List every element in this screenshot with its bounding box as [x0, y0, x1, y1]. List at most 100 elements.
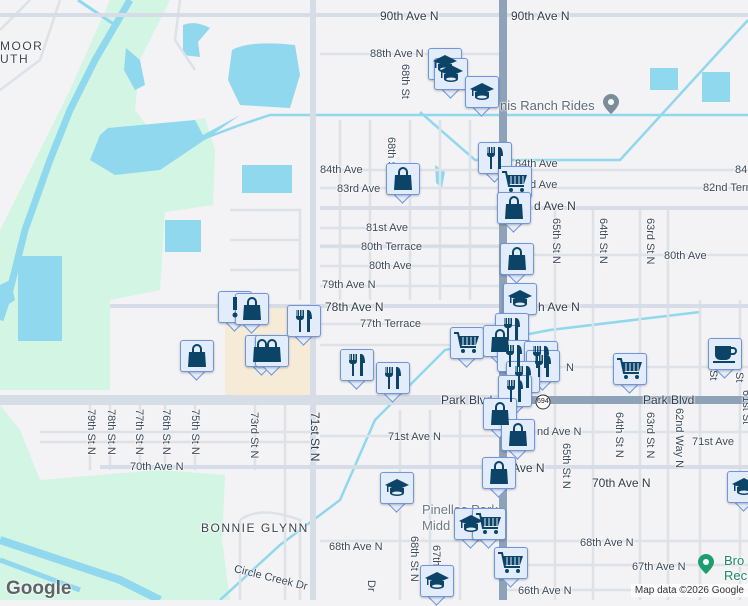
shopping-bag-icon [500, 243, 534, 275]
street-label: 71st Ave [692, 436, 734, 448]
poi-label[interactable]: Rec [724, 568, 748, 583]
coffee-icon [708, 338, 742, 370]
shopping-cart-icon [613, 353, 647, 385]
shopping-bag-icon [235, 293, 269, 325]
shopping-bag-icon [501, 419, 535, 451]
street-label: 82nd Terra [703, 182, 748, 194]
street-label: 84 [735, 164, 748, 176]
street-label: 67th Ave N [632, 561, 686, 573]
street-label: 66th Ave N [518, 585, 572, 597]
street-label: 88th Ave N [370, 48, 424, 60]
map-marker-school[interactable] [434, 58, 468, 99]
street-label: Park Blvd [643, 393, 695, 407]
school-icon [503, 283, 537, 315]
map-attribution[interactable]: Map data ©2026 Google [630, 584, 748, 597]
map-marker-shopping-cart[interactable] [613, 353, 647, 394]
street-label: 64th St N [597, 218, 609, 264]
street-label: d Ave [530, 179, 558, 191]
map-marker-shopping-cart[interactable] [472, 508, 506, 549]
map-marker-restaurant[interactable] [376, 362, 410, 403]
map-marker-coffee[interactable] [708, 338, 742, 379]
street-label: 76th St N [160, 409, 172, 455]
street-label: 68th St N [408, 536, 420, 582]
neighborhood-label: BONNIE GLYNN [201, 521, 309, 535]
restaurant-icon [287, 305, 321, 337]
street-label: N [566, 362, 574, 374]
street-label: h Ave N [538, 300, 580, 314]
poi-label[interactable]: Midd [422, 518, 451, 533]
map-marker-restaurant[interactable] [526, 350, 560, 391]
map-marker-shopping-cart[interactable] [498, 166, 532, 207]
street-label: 64th St N [613, 412, 625, 458]
map-marker-shopping-bag[interactable] [500, 243, 534, 284]
water-bodies [0, 23, 730, 341]
street-label: 73rd St N [248, 412, 260, 459]
map-marker-shopping-bag[interactable] [180, 340, 214, 381]
map-pin-icon[interactable] [698, 554, 714, 574]
street-label: 68th Ave N [580, 537, 634, 549]
street-label: 78th St N [105, 409, 117, 455]
neighborhood-label: UTH [0, 52, 30, 66]
school-icon [465, 76, 499, 108]
map-marker-shopping-bag[interactable] [255, 335, 289, 376]
street-label: nd Ave N [537, 426, 582, 438]
street-label: 63rd St N [644, 412, 656, 459]
map-marker-restaurant[interactable] [478, 142, 512, 183]
street-label: 83rd Ave [337, 183, 381, 195]
shopping-bag-icon [386, 163, 420, 195]
street-label: 78th Ave N [325, 300, 384, 314]
map-marker-school[interactable] [420, 565, 454, 606]
route-number: 694 [537, 398, 549, 405]
map-marker-restaurant[interactable] [287, 305, 321, 346]
street-label: 80th Ave [664, 250, 707, 262]
map-marker-shopping-bag[interactable] [235, 293, 269, 334]
map-marker-shopping-bag[interactable] [482, 457, 516, 498]
shopping-bag-icon [255, 335, 289, 367]
street-label: 77th Terrace [360, 318, 421, 330]
map-pin-icon[interactable] [603, 94, 619, 114]
map-marker-school[interactable] [380, 472, 414, 513]
poi-label[interactable]: nis Ranch Rides [500, 98, 595, 113]
street-label: 65th St N [560, 443, 572, 489]
street-label: 68th St [399, 64, 411, 99]
street-label: 70th Ave N [130, 461, 184, 473]
restaurant-icon [376, 362, 410, 394]
google-logo: Google [6, 578, 72, 599]
route-shield [535, 394, 551, 410]
street-label: 63rd St N [644, 218, 656, 265]
street-label: 68th Ave N [329, 541, 383, 553]
street-label: 70th Ave N [592, 476, 651, 490]
school-icon [420, 565, 454, 597]
street-label: 84th Ave [320, 164, 363, 176]
street-label: Park Blvd [441, 393, 493, 407]
street-label: 71st Ave N [388, 431, 441, 443]
map-marker-shopping-cart[interactable] [494, 547, 528, 588]
map-marker-school[interactable] [465, 76, 499, 117]
shopping-bag-icon [180, 340, 214, 372]
map-marker-school[interactable] [727, 471, 748, 512]
street-label: 90th Ave N [511, 9, 570, 23]
street-label: 81st Ave [366, 222, 408, 234]
school-icon [380, 472, 414, 504]
park-area-south [0, 405, 230, 600]
map-marker-shopping-bag[interactable] [386, 163, 420, 204]
street-label: 61st St [740, 390, 748, 425]
shopping-bag-icon [497, 192, 531, 224]
street-label: d Ave N [534, 199, 576, 213]
shopping-cart-icon [450, 327, 484, 359]
map-marker-restaurant[interactable] [340, 349, 374, 390]
shopping-cart-icon [498, 166, 532, 198]
street-label: 79th St N [85, 409, 97, 455]
street-label: 80th Terrace [361, 241, 422, 253]
poi-label[interactable]: Bro [724, 553, 745, 568]
restaurant-icon [340, 349, 374, 381]
school-icon [727, 471, 748, 503]
street-label: 80th Ave [369, 260, 412, 272]
school-icon [434, 58, 468, 90]
map-marker-shopping-cart[interactable] [450, 327, 484, 368]
map-marker-shopping-bag[interactable] [497, 192, 531, 233]
restaurant-icon [526, 350, 560, 382]
map-marker-shopping-bag[interactable] [501, 419, 535, 460]
